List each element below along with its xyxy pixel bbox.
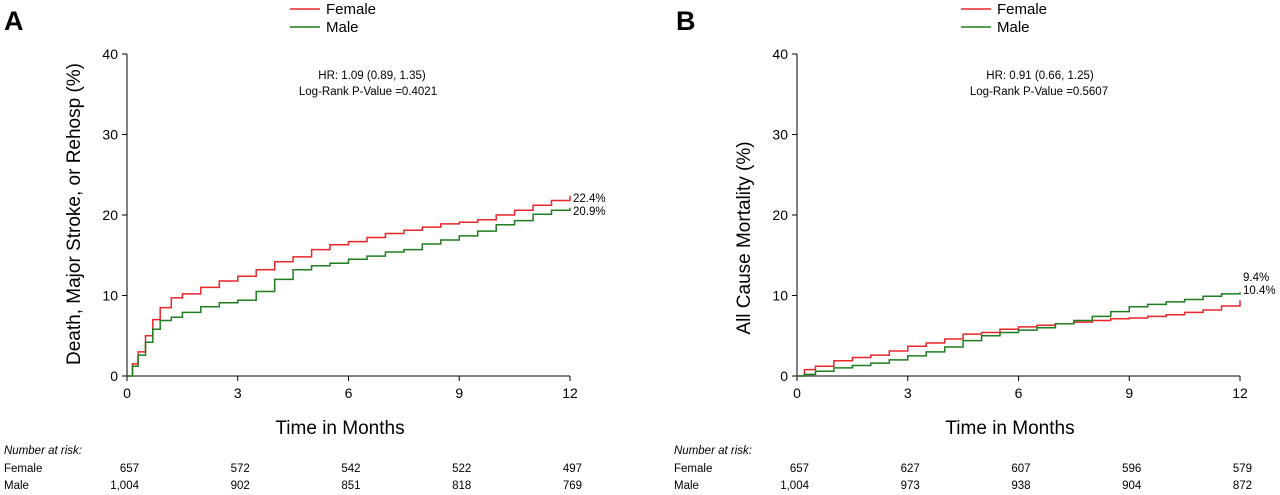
risk-title-b: Number at risk: [674, 445, 752, 457]
y-tick-label-b-3: 30 [772, 127, 788, 143]
risk-value-a-male-1: 902 [231, 480, 250, 492]
y-tick-label-b-4: 40 [772, 46, 788, 62]
y-tick-label-b-2: 20 [772, 207, 788, 223]
risk-value-a-male-4: 769 [563, 480, 582, 492]
x-tick-label-a-0: 0 [123, 385, 131, 401]
y-tick-label-a-0: 0 [110, 368, 118, 384]
x-axis-label-b: Time in Months [945, 418, 1074, 439]
risk-value-a-female-0: 657 [120, 463, 139, 475]
ticks-a: 0 3 6 9 12 0 10 20 30 40 [102, 46, 578, 401]
risk-value-b-male-3: 904 [1122, 480, 1142, 492]
y-tick-label-b-0: 0 [780, 368, 788, 384]
legend-b-male-label: Male [997, 19, 1030, 36]
curve-a-female [127, 195, 571, 377]
legend-b-female-label: Female [997, 1, 1047, 18]
x-tick-label-a-1: 3 [234, 385, 242, 401]
risk-value-a-female-4: 497 [563, 463, 582, 475]
risk-value-b-female-1: 627 [901, 463, 920, 475]
legend-a: Female Male [290, 1, 376, 36]
x-tick-label-b-1: 3 [904, 385, 912, 401]
risk-row-label-b-female: Female [674, 463, 712, 475]
risk-value-b-female-0: 657 [790, 463, 809, 475]
curve-b-male [797, 292, 1241, 377]
y-tick-label-a-2: 20 [102, 207, 118, 223]
y-tick-label-a-1: 10 [102, 288, 118, 304]
panel-a: A Female Male 0 3 6 9 12 0 10 20 30 40 Death, Maj… [4, 1, 606, 492]
y-axis-label-b: All Cause Mortality (%) [734, 141, 755, 334]
x-tick-label-a-4: 12 [562, 385, 578, 401]
y-tick-label-b-1: 10 [772, 288, 788, 304]
risk-value-b-male-1: 973 [901, 480, 920, 492]
pvalue-annotation-b: Log-Rank P-Value =0.5607 [970, 86, 1108, 98]
risk-row-label-a-male: Male [4, 480, 29, 492]
panel-letter-b: B [676, 6, 696, 36]
risk-title-a: Number at risk: [4, 445, 82, 457]
x-tick-label-b-0: 0 [793, 385, 801, 401]
risk-value-a-male-3: 818 [452, 480, 471, 492]
x-axis-label-a: Time in Months [275, 418, 404, 439]
end-label-b-male: 10.4% [1243, 285, 1276, 297]
risk-value-b-female-3: 596 [1122, 463, 1141, 475]
y-tick-label-a-3: 30 [102, 127, 118, 143]
curve-b-female [797, 300, 1241, 377]
x-tick-label-a-3: 9 [455, 385, 463, 401]
risk-value-b-male-4: 872 [1233, 480, 1252, 492]
risk-row-label-a-female: Female [4, 463, 42, 475]
x-tick-label-b-2: 6 [1015, 385, 1023, 401]
curve-a-male [127, 207, 571, 377]
x-tick-label-b-4: 12 [1232, 385, 1248, 401]
risk-value-a-female-2: 542 [341, 463, 360, 475]
risk-values-a: 657 572 542 522 497 1,004 902 851 818 769 [110, 463, 582, 492]
risk-value-b-female-2: 607 [1011, 463, 1030, 475]
hr-annotation-b: HR: 0.91 (0.66, 1.25) [986, 70, 1094, 82]
legend-a-female-label: Female [326, 1, 376, 18]
end-label-a-male: 20.9% [573, 206, 606, 218]
x-tick-label-a-2: 6 [345, 385, 353, 401]
pvalue-annotation-a: Log-Rank P-Value =0.4021 [299, 86, 437, 98]
end-label-a-female: 22.4% [573, 193, 606, 205]
ticks-b: 0 3 6 9 12 0 10 20 30 40 [772, 46, 1248, 401]
panel-b: B Female Male 0 3 6 9 12 0 10 20 30 40 All Cause … [674, 1, 1276, 492]
risk-value-a-female-1: 572 [231, 463, 250, 475]
risk-value-b-male-0: 1,004 [780, 480, 809, 492]
y-tick-label-a-4: 40 [102, 46, 118, 62]
legend-a-male-label: Male [326, 19, 359, 36]
risk-row-label-b-male: Male [674, 480, 699, 492]
legend-b: Female Male [961, 1, 1047, 36]
end-label-b-female: 9.4% [1243, 272, 1269, 284]
y-axis-label-a: Death, Major Stroke, or Rehosp (%) [64, 63, 85, 365]
risk-value-a-female-3: 522 [452, 463, 471, 475]
risk-value-a-male-2: 851 [341, 480, 360, 492]
risk-value-b-female-4: 579 [1233, 463, 1252, 475]
panel-letter-a: A [4, 6, 24, 36]
risk-value-b-male-2: 938 [1011, 480, 1030, 492]
risk-values-b: 657 627 607 596 579 1,004 973 938 904 872 [780, 463, 1252, 492]
risk-value-a-male-0: 1,004 [110, 480, 139, 492]
x-tick-label-b-3: 9 [1125, 385, 1133, 401]
hr-annotation-a: HR: 1.09 (0.89, 1.35) [318, 70, 426, 82]
